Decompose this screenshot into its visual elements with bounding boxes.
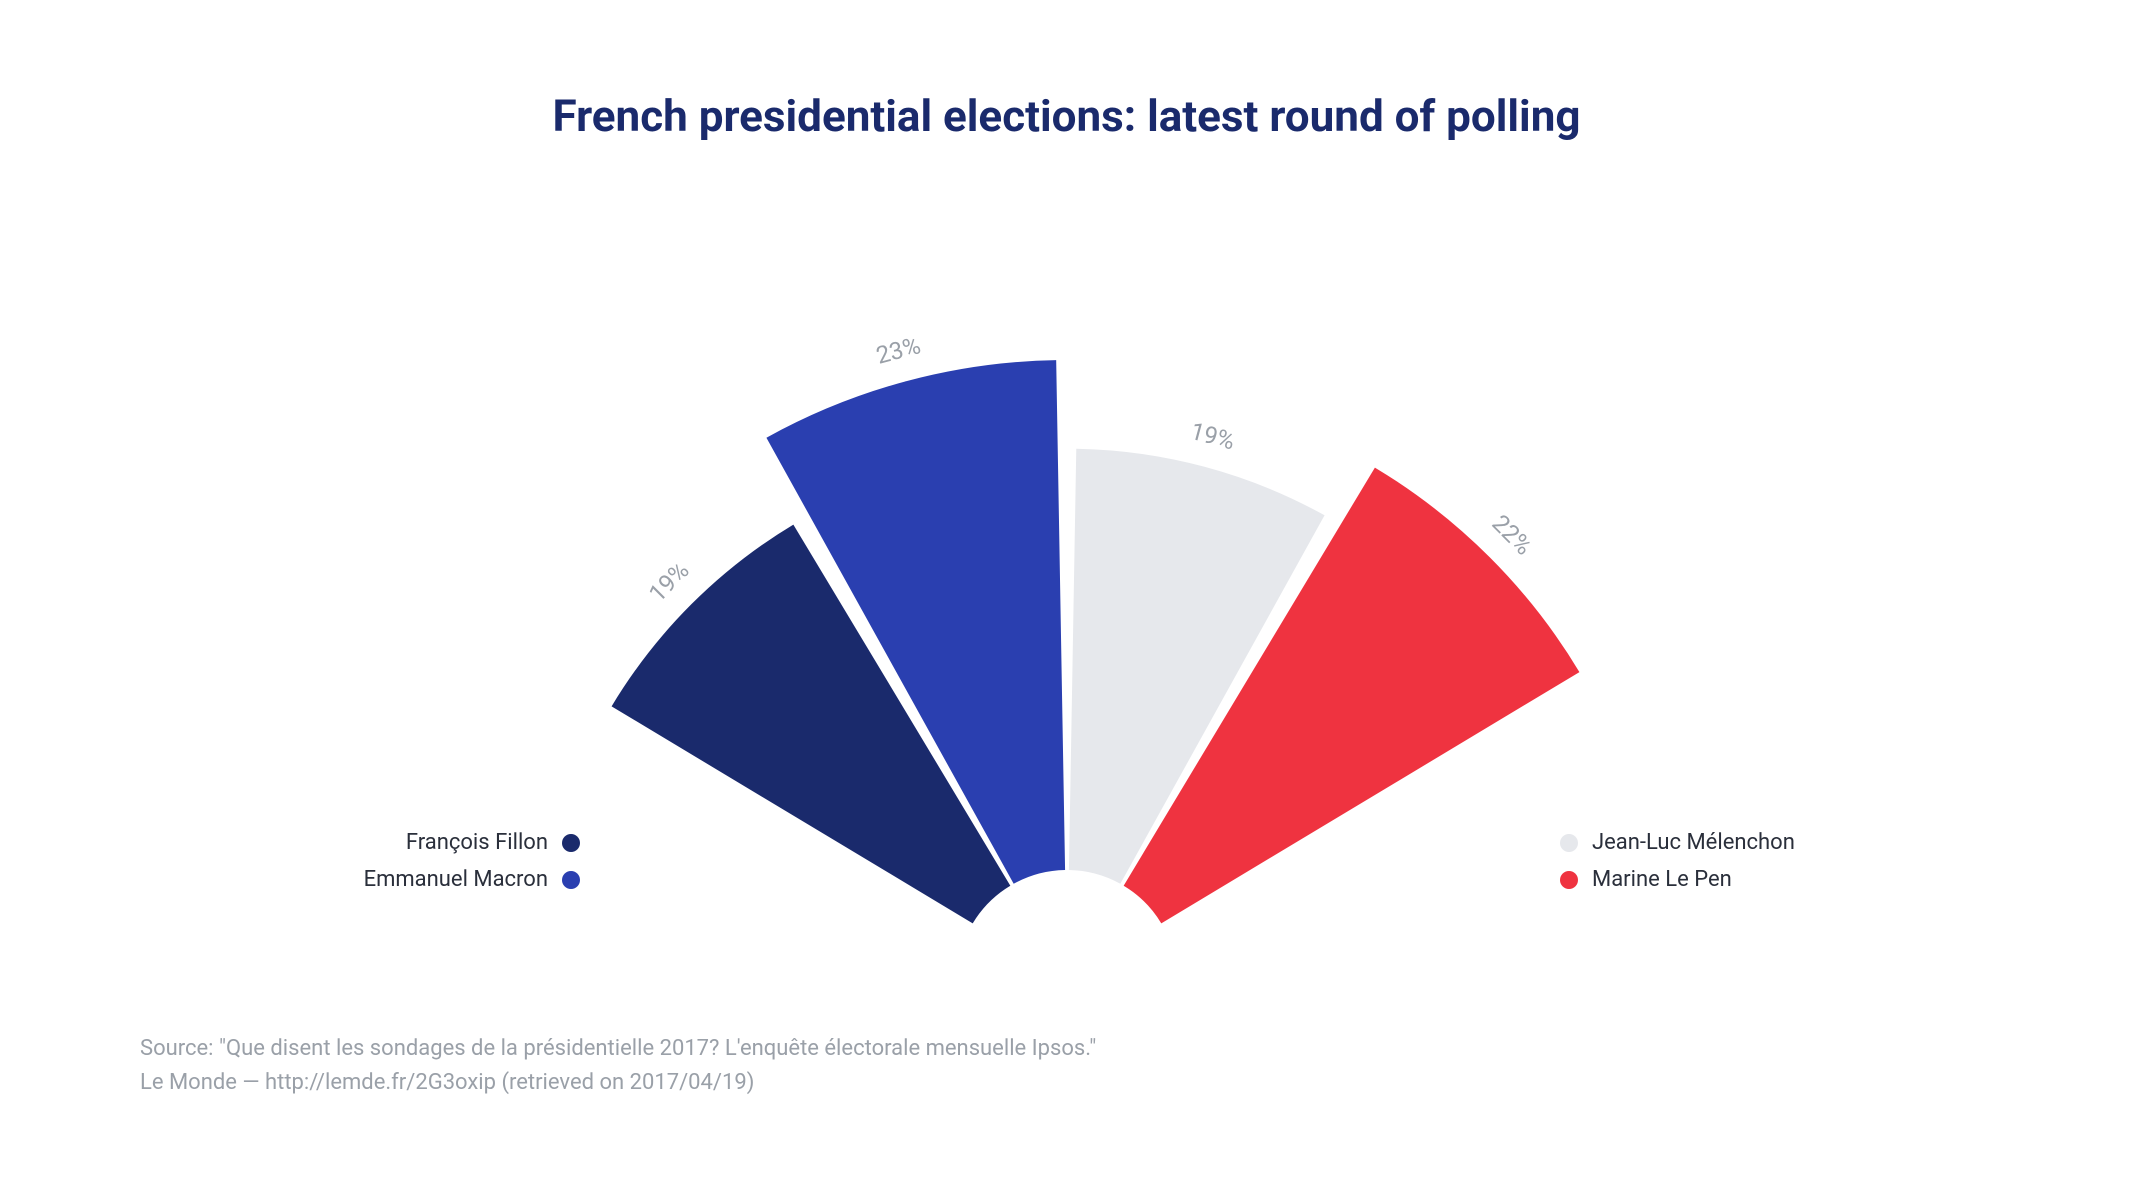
legend-label: Jean-Luc Mélenchon [1592,830,1795,855]
legend-item-macron: Emmanuel Macron [320,867,580,892]
chart-container: French presidential elections: latest ro… [0,0,2133,1200]
legend-label: François Fillon [406,830,548,855]
wedge-label-2: 19% [1187,417,1237,456]
chart-title: French presidential elections: latest ro… [0,90,2133,142]
source-line-1: Source: "Que disent les sondages de la p… [140,1032,1096,1066]
polar-fan-chart: 19% 23% 19% 22% [417,180,1717,1000]
legend-item-fillon: François Fillon [320,830,580,855]
wedge-label-3: 22% [1486,509,1537,560]
legend-label: Emmanuel Macron [364,867,548,892]
legend-dot [1560,834,1578,852]
wedge-label-0: 19% [643,556,694,607]
legend-dot [1560,871,1578,889]
legend-right: Jean-Luc Mélenchon Marine Le Pen [1560,830,1840,904]
legend-dot [562,834,580,852]
legend-label: Marine Le Pen [1592,867,1732,892]
legend-dot [562,871,580,889]
source-line-2: Le Monde — http://lemde.fr/2G3oxip (retr… [140,1066,1096,1100]
legend-item-lepen: Marine Le Pen [1560,867,1840,892]
wedge-label-1: 23% [873,331,923,370]
source-citation: Source: "Que disent les sondages de la p… [140,1032,1096,1100]
legend-left: François Fillon Emmanuel Macron [320,830,580,904]
legend-item-melenchon: Jean-Luc Mélenchon [1560,830,1840,855]
